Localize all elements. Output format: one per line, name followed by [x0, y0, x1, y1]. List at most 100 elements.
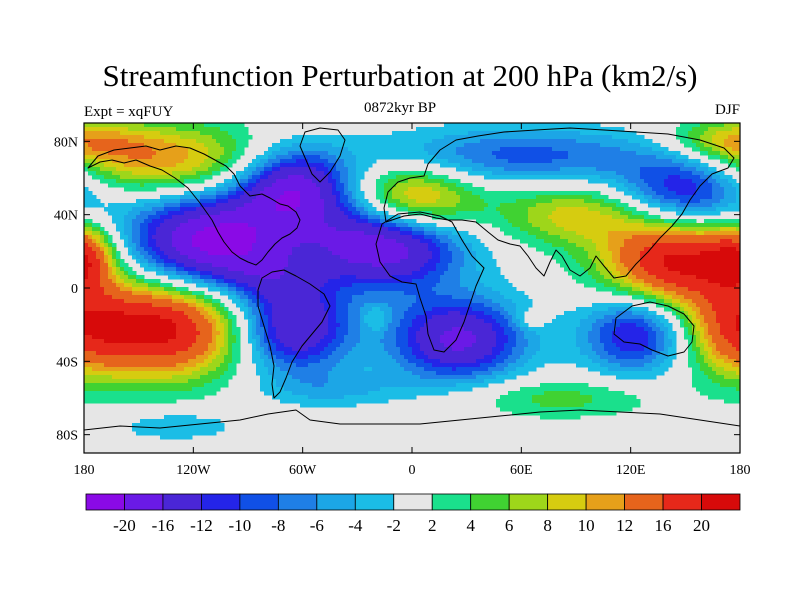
contour-cell: [416, 151, 421, 156]
contour-cell: [632, 187, 637, 192]
contour-cell: [324, 263, 329, 268]
contour-cell: [376, 183, 381, 188]
contour-cell: [464, 215, 469, 220]
contour-cell: [432, 191, 437, 196]
contour-cell: [476, 155, 481, 160]
contour-cell: [296, 211, 301, 216]
contour-cell: [608, 167, 613, 172]
contour-cell: [448, 259, 453, 264]
contour-cell: [576, 203, 581, 208]
contour-cell: [648, 243, 653, 248]
contour-cell: [144, 123, 149, 128]
contour-cell: [496, 219, 501, 224]
contour-cell: [524, 167, 529, 172]
contour-cell: [664, 183, 669, 188]
contour-cell: [736, 227, 740, 232]
contour-cell: [184, 131, 189, 136]
contour-cell: [416, 255, 421, 260]
contour-cell: [320, 203, 325, 208]
contour-cell: [580, 143, 585, 148]
contour-cell: [304, 179, 309, 184]
contour-cell: [92, 167, 97, 172]
contour-cell: [284, 223, 289, 228]
contour-cell: [280, 183, 285, 188]
contour-cell: [92, 203, 97, 208]
contour-cell: [608, 239, 613, 244]
contour-cell: [388, 183, 393, 188]
contour-cell: [196, 223, 201, 228]
contour-cell: [472, 139, 477, 144]
contour-cell: [224, 183, 229, 188]
contour-cell: [248, 243, 253, 248]
contour-cell: [316, 171, 321, 176]
contour-cell: [440, 259, 445, 264]
contour-cell: [568, 163, 573, 168]
contour-cell: [576, 131, 581, 136]
contour-cell: [328, 255, 333, 260]
contour-cell: [508, 207, 513, 212]
contour-cell: [224, 227, 229, 232]
contour-cell: [320, 171, 325, 176]
contour-cell: [160, 135, 165, 140]
contour-cell: [312, 143, 317, 148]
contour-cell: [240, 259, 245, 264]
contour-cell: [300, 203, 305, 208]
contour-cell: [664, 243, 669, 248]
contour-cell: [344, 215, 349, 220]
contour-cell: [180, 179, 185, 184]
contour-cell: [608, 163, 613, 168]
contour-cell: [724, 255, 729, 260]
contour-cell: [580, 227, 585, 232]
contour-cell: [512, 211, 517, 216]
contour-cell: [652, 163, 657, 168]
contour-cell: [708, 179, 713, 184]
contour-cell: [436, 259, 441, 264]
contour-cell: [720, 231, 725, 236]
contour-cell: [720, 171, 725, 176]
contour-cell: [564, 251, 569, 256]
contour-cell: [648, 147, 653, 152]
contour-cell: [168, 219, 173, 224]
contour-cell: [636, 235, 641, 240]
contour-cell: [164, 131, 169, 136]
contour-cell: [580, 251, 585, 256]
contour-cell: [592, 143, 597, 148]
contour-cell: [276, 175, 281, 180]
contour-cell: [232, 159, 237, 164]
contour-cell: [412, 147, 417, 152]
contour-cell: [404, 223, 409, 228]
contour-cell: [616, 179, 621, 184]
contour-cell: [420, 183, 425, 188]
contour-cell: [324, 183, 329, 188]
contour-cell: [560, 175, 565, 180]
contour-cell: [688, 235, 693, 240]
contour-cell: [624, 159, 629, 164]
contour-cell: [552, 247, 557, 252]
contour-cell: [132, 183, 137, 188]
contour-cell: [88, 223, 93, 228]
contour-cell: [336, 235, 341, 240]
contour-cell: [92, 155, 97, 160]
contour-cell: [724, 139, 729, 144]
contour-cell: [236, 155, 241, 160]
contour-cell: [88, 251, 93, 256]
contour-cell: [176, 175, 181, 180]
contour-cell: [528, 239, 533, 244]
contour-cell: [148, 183, 153, 188]
contour-cell: [128, 131, 133, 136]
contour-cell: [408, 255, 413, 260]
contour-cell: [260, 235, 265, 240]
contour-cell: [408, 219, 413, 224]
contour-cell: [324, 195, 329, 200]
contour-cell: [576, 207, 581, 212]
contour-cell: [200, 191, 205, 196]
contour-cell: [200, 203, 205, 208]
contour-cell: [588, 195, 593, 200]
contour-cell: [520, 131, 525, 136]
contour-cell: [484, 195, 489, 200]
contour-cell: [132, 131, 137, 136]
contour-cell: [228, 239, 233, 244]
contour-cell: [392, 179, 397, 184]
contour-cell: [212, 187, 217, 192]
contour-cell: [92, 251, 97, 256]
